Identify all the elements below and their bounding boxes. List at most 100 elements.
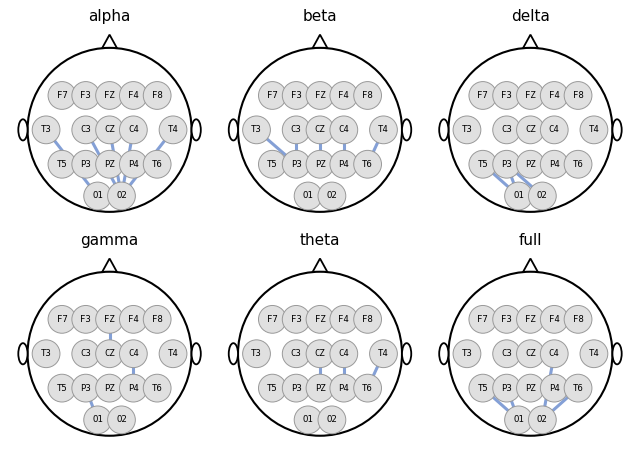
Circle shape	[449, 272, 612, 436]
Text: F4: F4	[339, 315, 349, 324]
Circle shape	[516, 374, 545, 402]
Text: P3: P3	[501, 384, 512, 392]
Text: CZ: CZ	[104, 349, 115, 358]
Text: T4: T4	[589, 126, 599, 134]
Circle shape	[143, 374, 171, 402]
Circle shape	[564, 81, 592, 109]
Circle shape	[48, 150, 76, 178]
Text: C3: C3	[501, 349, 512, 358]
Circle shape	[529, 406, 556, 434]
Circle shape	[564, 150, 592, 178]
Circle shape	[282, 150, 310, 178]
Circle shape	[330, 374, 358, 402]
Circle shape	[282, 116, 310, 144]
Circle shape	[354, 81, 381, 109]
Title: delta: delta	[511, 9, 550, 24]
Text: C4: C4	[549, 349, 559, 358]
Circle shape	[564, 374, 592, 402]
Text: CZ: CZ	[525, 349, 536, 358]
Text: CZ: CZ	[525, 126, 536, 134]
Circle shape	[72, 150, 100, 178]
Text: PZ: PZ	[104, 384, 115, 392]
Text: C4: C4	[128, 349, 139, 358]
Circle shape	[159, 340, 187, 368]
Text: O2: O2	[537, 415, 548, 425]
Circle shape	[306, 374, 334, 402]
Text: CZ: CZ	[104, 126, 115, 134]
Text: T3: T3	[41, 126, 51, 134]
Text: PZ: PZ	[104, 160, 115, 169]
Circle shape	[48, 374, 76, 402]
Text: FZ: FZ	[104, 91, 115, 100]
Circle shape	[72, 116, 100, 144]
Text: C3: C3	[81, 126, 91, 134]
Circle shape	[120, 374, 147, 402]
Text: F3: F3	[501, 315, 512, 324]
Circle shape	[48, 306, 76, 333]
Text: P3: P3	[501, 160, 512, 169]
Circle shape	[32, 340, 60, 368]
Text: F4: F4	[339, 91, 349, 100]
Text: F8: F8	[152, 91, 163, 100]
Text: C3: C3	[501, 126, 512, 134]
Circle shape	[580, 116, 608, 144]
Circle shape	[540, 374, 568, 402]
Circle shape	[330, 306, 358, 333]
Text: F8: F8	[362, 91, 373, 100]
Circle shape	[306, 306, 334, 333]
Text: FZ: FZ	[315, 315, 325, 324]
Circle shape	[143, 81, 171, 109]
Circle shape	[48, 81, 76, 109]
Circle shape	[369, 340, 397, 368]
Circle shape	[493, 116, 520, 144]
Text: P3: P3	[291, 384, 301, 392]
Circle shape	[95, 374, 124, 402]
Circle shape	[540, 81, 568, 109]
Text: T4: T4	[378, 126, 389, 134]
Text: P3: P3	[291, 160, 301, 169]
Text: C3: C3	[291, 349, 301, 358]
Circle shape	[516, 81, 545, 109]
Ellipse shape	[191, 343, 201, 364]
Circle shape	[449, 48, 612, 212]
Text: T4: T4	[168, 126, 179, 134]
Circle shape	[516, 150, 545, 178]
Text: O1: O1	[303, 192, 314, 200]
Text: P4: P4	[549, 384, 559, 392]
Circle shape	[238, 272, 402, 436]
Text: F4: F4	[128, 315, 139, 324]
Circle shape	[469, 81, 497, 109]
Circle shape	[369, 116, 397, 144]
Text: F7: F7	[477, 315, 488, 324]
Circle shape	[318, 182, 346, 210]
Ellipse shape	[228, 120, 238, 140]
Circle shape	[469, 374, 497, 402]
Circle shape	[238, 48, 402, 212]
Circle shape	[540, 340, 568, 368]
Circle shape	[306, 150, 334, 178]
Circle shape	[120, 150, 147, 178]
Text: T6: T6	[573, 160, 584, 169]
Circle shape	[493, 340, 520, 368]
Text: F8: F8	[573, 91, 584, 100]
Text: O2: O2	[537, 192, 548, 200]
Text: F3: F3	[291, 91, 301, 100]
Text: T5: T5	[267, 384, 278, 392]
Circle shape	[306, 81, 334, 109]
Text: C3: C3	[291, 126, 301, 134]
Text: T6: T6	[573, 384, 584, 392]
Circle shape	[453, 340, 481, 368]
Text: FZ: FZ	[104, 315, 115, 324]
Text: F8: F8	[362, 315, 373, 324]
Circle shape	[493, 150, 520, 178]
Text: O1: O1	[513, 192, 524, 200]
Text: O1: O1	[303, 415, 314, 425]
Text: P4: P4	[339, 384, 349, 392]
Text: P4: P4	[128, 384, 139, 392]
Text: P4: P4	[339, 160, 349, 169]
Ellipse shape	[19, 120, 28, 140]
Text: T5: T5	[56, 160, 67, 169]
Circle shape	[84, 406, 111, 434]
Text: T6: T6	[362, 384, 373, 392]
Text: PZ: PZ	[525, 160, 536, 169]
